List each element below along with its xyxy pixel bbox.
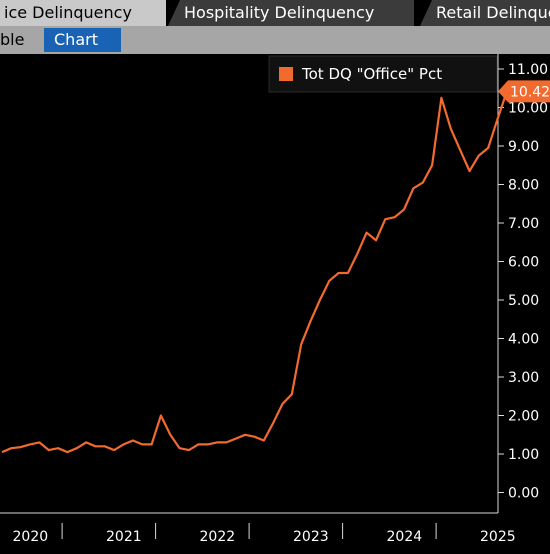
y-tick-label: 6.00: [508, 255, 539, 271]
legend-label: Tot DQ "Office" Pct: [301, 65, 442, 83]
chart-area: 0.00 1.00 2.00 3.00 4.00 5.00 6.00 7.00 8.00 9.00…: [0, 54, 550, 550]
line-chart: 0.00 1.00 2.00 3.00 4.00 5.00 6.00 7.00 8.00 9.00…: [0, 54, 550, 545]
x-tick-label: 2021: [106, 529, 142, 545]
chart-view-button[interactable]: Chart: [44, 28, 121, 52]
table-view-button[interactable]: ble: [0, 30, 25, 49]
legend-box: [268, 55, 498, 93]
y-tick-label: 9.00: [508, 139, 539, 155]
y-tick-label: 5.00: [508, 293, 539, 309]
y-tick-label: 2.00: [508, 409, 539, 425]
y-tick-label: 1.00: [508, 447, 539, 463]
x-tick-label: 2024: [387, 529, 423, 545]
last-value-marker: [498, 80, 550, 103]
y-tick-label: 3.00: [508, 370, 539, 386]
tab-office-delinquency[interactable]: ice Delinquency: [0, 0, 166, 26]
y-tick-label: 7.00: [508, 216, 539, 232]
x-tick-label: 2022: [200, 529, 236, 545]
y-tick-label: 11.00: [508, 62, 548, 78]
view-toolbar: ble Chart: [0, 26, 550, 54]
y-tick-label: 0.00: [508, 486, 539, 502]
y-tick-label: 8.00: [508, 178, 539, 194]
tab-bar: ice Delinquency Hospitality Delinquency …: [0, 0, 550, 26]
series-line-office-dq: [1, 90, 508, 454]
tab-hospitality-delinquency[interactable]: Hospitality Delinquency: [168, 0, 414, 26]
legend-swatch: [279, 67, 293, 81]
last-value-label: 10.42: [510, 84, 550, 100]
tab-retail-delinquency[interactable]: Retail Delinquency: [420, 0, 550, 26]
x-tick-label: 2025: [480, 529, 516, 545]
y-tick-label: 4.00: [508, 332, 539, 348]
y-tick-label: 10.00: [508, 101, 548, 117]
x-tick-label: 2020: [13, 529, 49, 545]
x-tick-label: 2023: [293, 529, 329, 545]
